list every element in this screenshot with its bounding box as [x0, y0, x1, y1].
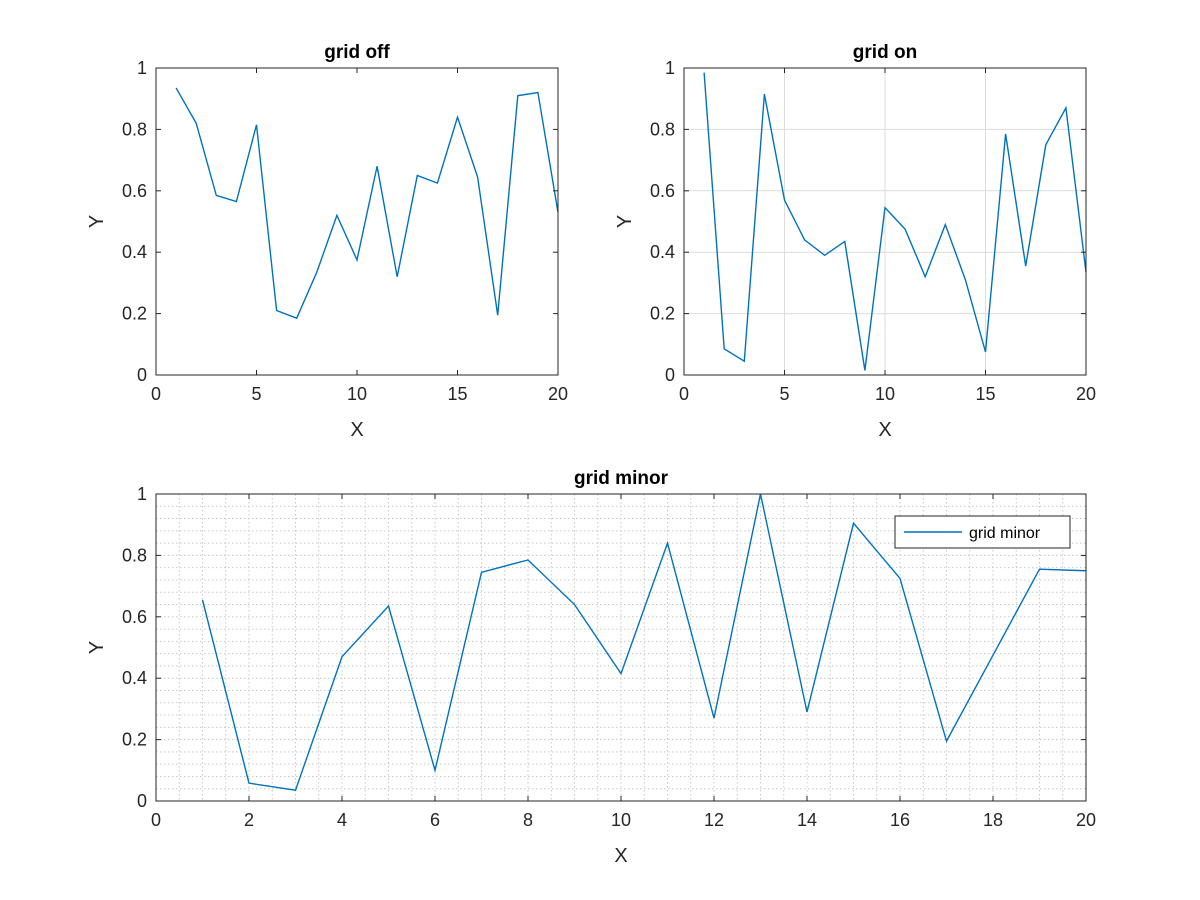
y-tick-label: 0: [137, 365, 147, 385]
chart-title: grid on: [853, 42, 917, 63]
y-tick-label: 0.8: [122, 119, 147, 139]
legend: grid minor: [894, 515, 1071, 549]
x-tick-label: 0: [151, 810, 161, 830]
x-tick-label: 0: [679, 384, 689, 404]
plot-area: [156, 68, 558, 375]
x-tick-label: 2: [244, 810, 254, 830]
y-tick-label: 0.4: [122, 242, 147, 262]
x-tick-label: 20: [548, 384, 568, 404]
y-tick-label: 1: [137, 58, 147, 78]
x-tick-label: 10: [611, 810, 631, 830]
x-axis-label: X: [350, 419, 363, 441]
y-axis-label: Y: [86, 215, 108, 228]
x-axis-label: X: [614, 845, 627, 867]
x-tick-label: 18: [983, 810, 1003, 830]
y-tick-label: 1: [137, 484, 147, 504]
chart-1: 0 5 10 15 20 0 0.2 0.4 0.6 0.8 1 grid on X Y: [614, 42, 1096, 441]
x-tick-label: 5: [779, 384, 789, 404]
x-tick-label: 12: [704, 810, 724, 830]
y-tick-label: 0.6: [122, 181, 147, 201]
series-line: [201, 493, 1087, 792]
y-tick-label: 0.2: [122, 304, 147, 324]
x-tick-label: 4: [337, 810, 347, 830]
chart-title: grid minor: [574, 468, 669, 489]
y-tick-label: 0.8: [122, 545, 147, 565]
x-tick-label: 8: [523, 810, 533, 830]
y-tick-label: 0.4: [122, 668, 147, 688]
x-tick-label: 10: [875, 384, 895, 404]
x-tick-label: 10: [347, 384, 367, 404]
series-line: [703, 72, 1087, 371]
x-tick-label: 14: [797, 810, 817, 830]
y-tick-label: 0: [137, 791, 147, 811]
chart-2: 0 2 4 6 8 10 12 14 16 18 20 0 0.2 0.4 0.6 0.8 1 grid mino…: [86, 468, 1096, 867]
y-tick-label: 1: [665, 58, 675, 78]
x-tick-label: 20: [1076, 810, 1096, 830]
chart-title: grid off: [324, 42, 390, 63]
x-tick-label: 6: [430, 810, 440, 830]
y-tick-label: 0: [665, 365, 675, 385]
y-tick-label: 0.6: [122, 607, 147, 627]
x-tick-label: 20: [1076, 384, 1096, 404]
y-tick-label: 0.4: [650, 242, 675, 262]
x-tick-label: 15: [447, 384, 467, 404]
legend-label: grid minor: [969, 525, 1041, 542]
x-tick-label: 15: [975, 384, 995, 404]
grid: [156, 494, 1086, 801]
x-tick-label: 5: [251, 384, 261, 404]
x-axis-label: X: [878, 419, 891, 441]
chart-0: 0 5 10 15 20 0 0.2 0.4 0.6 0.8 1 grid off X Y: [86, 42, 568, 441]
y-axis-label: Y: [614, 215, 636, 228]
series-line: [175, 87, 559, 320]
y-axis-label: Y: [86, 641, 108, 654]
x-tick-label: 16: [890, 810, 910, 830]
x-tick-label: 0: [151, 384, 161, 404]
y-tick-label: 0.6: [650, 181, 675, 201]
y-tick-label: 0.2: [650, 304, 675, 324]
y-tick-label: 0.2: [122, 730, 147, 750]
y-tick-label: 0.8: [650, 119, 675, 139]
